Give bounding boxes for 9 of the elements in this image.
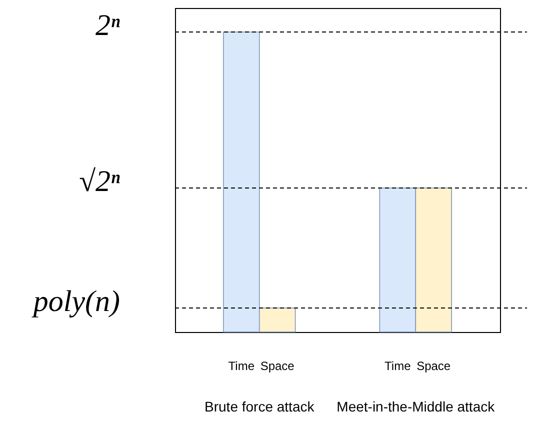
ref-line-label: √2ⁿ	[79, 165, 121, 198]
text: Space	[416, 359, 451, 373]
ref-line-label: poly(n)	[31, 285, 120, 318]
x-tick-label: Brute force attack	[204, 398, 316, 414]
text: Time	[228, 359, 255, 373]
ref-line-label: 2ⁿ	[96, 9, 121, 42]
x-tick-label: Meet-in-the-Middle attack	[336, 398, 496, 414]
text: Space	[260, 359, 295, 373]
text: Time	[384, 359, 411, 373]
